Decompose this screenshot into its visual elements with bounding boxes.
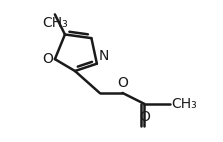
- Text: CH₃: CH₃: [42, 16, 68, 30]
- Text: CH₃: CH₃: [171, 97, 197, 111]
- Text: O: O: [117, 76, 128, 90]
- Text: O: O: [139, 110, 150, 124]
- Text: O: O: [43, 52, 54, 66]
- Text: N: N: [99, 49, 109, 63]
